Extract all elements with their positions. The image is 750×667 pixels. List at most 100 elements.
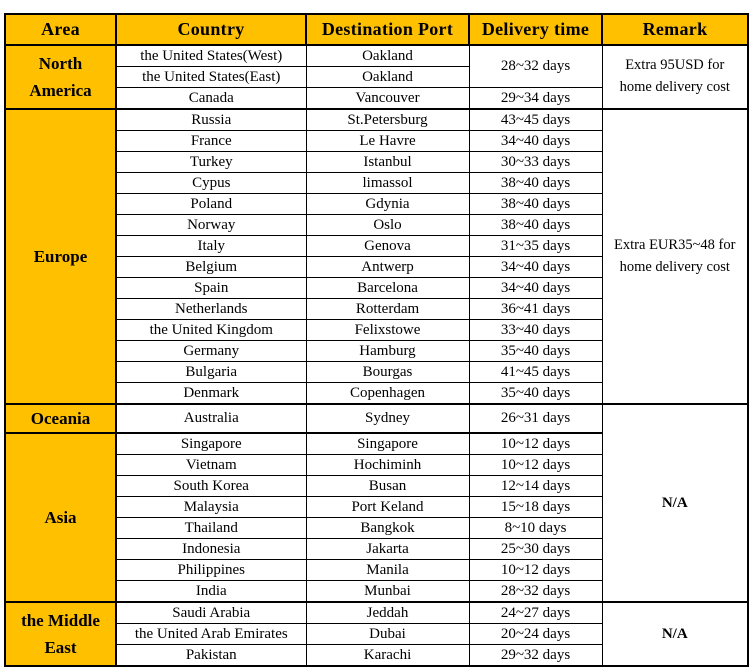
delivery-cell: 25~30 days xyxy=(468,538,603,561)
country-cell: Pakistan xyxy=(115,644,307,667)
port-cell: Antwerp xyxy=(305,256,470,278)
country-cell: Australia xyxy=(115,402,307,434)
port-cell: Singapore xyxy=(305,432,470,456)
table-row: North America the United States(West) Oakl… xyxy=(4,44,749,110)
country-cell: the United Kingdom xyxy=(115,319,307,341)
shipping-table-container: Area Country Destination Port Delivery t… xyxy=(4,13,749,667)
port-cell: Le Havre xyxy=(305,130,470,152)
country-cell: South Korea xyxy=(115,475,307,498)
port-cell: Bourgas xyxy=(305,361,470,383)
column-header-country: Country xyxy=(115,13,307,46)
table-row: Denmark Copenhagen 35~40 days xyxy=(5,382,748,405)
country-cell: Russia xyxy=(115,108,307,131)
delivery-cell: 38~40 days xyxy=(468,214,603,236)
country-cell: Indonesia xyxy=(115,538,307,561)
delivery-cell: 31~35 days xyxy=(468,235,603,257)
delivery-cell: 35~40 days xyxy=(468,382,603,405)
country-cell: Malaysia xyxy=(115,496,307,519)
remark-cell: N/A xyxy=(601,402,749,603)
port-cell: Jakarta xyxy=(305,538,470,561)
delivery-cell: 35~40 days xyxy=(468,340,603,362)
column-header-remark: Remark xyxy=(601,13,749,46)
country-cell: France xyxy=(115,130,307,152)
country-cell: Bulgaria xyxy=(115,361,307,383)
column-header-delivery-time: Delivery time xyxy=(468,13,603,46)
table-row: the United Kingdom Felixstowe 33~40 days xyxy=(5,319,748,341)
delivery-cell: 38~40 days xyxy=(468,193,603,215)
port-cell: Hochiminh xyxy=(305,454,470,477)
port-cell: Bangkok xyxy=(305,517,470,540)
country-cell: Cypus xyxy=(115,172,307,194)
table-row: Thailand Bangkok 8~10 days xyxy=(5,517,748,540)
area-cell: Oceania xyxy=(4,402,117,435)
delivery-cell: 15~18 days xyxy=(468,496,603,519)
table-row: Philippines Manila 10~12 days xyxy=(5,559,748,582)
port-cell: Manila xyxy=(305,559,470,582)
delivery-cell: 41~45 days xyxy=(468,361,603,383)
port-cell: Oakland xyxy=(305,66,470,88)
country-cell: Vietnam xyxy=(115,454,307,477)
port-cell: Sydney xyxy=(305,402,470,434)
table-body: North America the United States(West) Oakl… xyxy=(4,44,749,667)
delivery-cell: 10~12 days xyxy=(468,454,603,477)
table-row: Malaysia Port Keland 15~18 days xyxy=(5,496,748,519)
port-cell: Felixstowe xyxy=(305,319,470,341)
port-cell: Hamburg xyxy=(305,340,470,362)
country-cell: Canada xyxy=(115,87,307,110)
table-row: Canada Vancouver 29~34 days xyxy=(5,87,748,110)
delivery-cell: 34~40 days xyxy=(468,256,603,278)
table-row: Netherlands Rotterdam 36~41 days xyxy=(5,298,748,320)
table-row: Italy Genova 31~35 days xyxy=(5,235,748,257)
port-cell: Karachi xyxy=(305,644,470,667)
country-cell: Thailand xyxy=(115,517,307,540)
delivery-cell: 29~34 days xyxy=(468,87,603,110)
delivery-cell: 20~24 days xyxy=(468,623,603,646)
port-cell: Barcelona xyxy=(305,277,470,299)
delivery-cell: 34~40 days xyxy=(468,277,603,299)
table-row: Belgium Antwerp 34~40 days xyxy=(5,256,748,278)
port-cell: Genova xyxy=(305,235,470,257)
table-row: Bulgaria Bourgas 41~45 days xyxy=(5,361,748,383)
table-row: Pakistan Karachi 29~32 days xyxy=(5,644,748,667)
port-cell: Rotterdam xyxy=(305,298,470,320)
header-row: Area Country Destination Port Delivery t… xyxy=(4,13,749,46)
port-cell: Munbai xyxy=(305,580,470,603)
country-cell: Philippines xyxy=(115,559,307,582)
delivery-cell: 24~27 days xyxy=(468,601,603,625)
country-cell: the United States(West) xyxy=(115,44,307,67)
table-row: Germany Hamburg 35~40 days xyxy=(5,340,748,362)
country-cell: the United States(East) xyxy=(115,66,307,88)
delivery-cell: 28~32 days xyxy=(468,44,603,88)
country-cell: Italy xyxy=(115,235,307,257)
delivery-cell: 10~12 days xyxy=(468,432,603,456)
port-cell: St.Petersburg xyxy=(305,108,470,131)
delivery-cell: 10~12 days xyxy=(468,559,603,582)
country-cell: Poland xyxy=(115,193,307,215)
port-cell: Copenhagen xyxy=(305,382,470,405)
column-header-area: Area xyxy=(4,13,117,46)
table-row: Turkey Istanbul 30~33 days xyxy=(5,151,748,173)
country-cell: Spain xyxy=(115,277,307,299)
table-row: Norway Oslo 38~40 days xyxy=(5,214,748,236)
delivery-cell: 43~45 days xyxy=(468,108,603,131)
delivery-cell: 29~32 days xyxy=(468,644,603,667)
port-cell: Oslo xyxy=(305,214,470,236)
country-cell: Denmark xyxy=(115,382,307,405)
delivery-cell: 38~40 days xyxy=(468,172,603,194)
delivery-cell: 26~31 days xyxy=(468,402,603,434)
shipping-rates-table: Area Country Destination Port Delivery t… xyxy=(4,13,749,667)
country-cell: Norway xyxy=(115,214,307,236)
delivery-cell: 12~14 days xyxy=(468,475,603,498)
table-row: India Munbai 28~32 days xyxy=(5,580,748,603)
table-row: Indonesia Jakarta 25~30 days xyxy=(5,538,748,561)
port-cell: Busan xyxy=(305,475,470,498)
country-cell: Turkey xyxy=(115,151,307,173)
delivery-cell: 34~40 days xyxy=(468,130,603,152)
table-row: the United Arab Emirates Dubai 20~24 days xyxy=(5,623,748,646)
remark-cell: Extra 95USD for home delivery cost xyxy=(601,44,749,110)
area-cell: North America xyxy=(4,44,117,110)
table-row: South Korea Busan 12~14 days xyxy=(5,475,748,498)
table-row: the United States(East) Oakland xyxy=(5,66,748,88)
remark-cell: Extra EUR35~48 for home delivery cost xyxy=(601,108,749,405)
delivery-cell: 30~33 days xyxy=(468,151,603,173)
